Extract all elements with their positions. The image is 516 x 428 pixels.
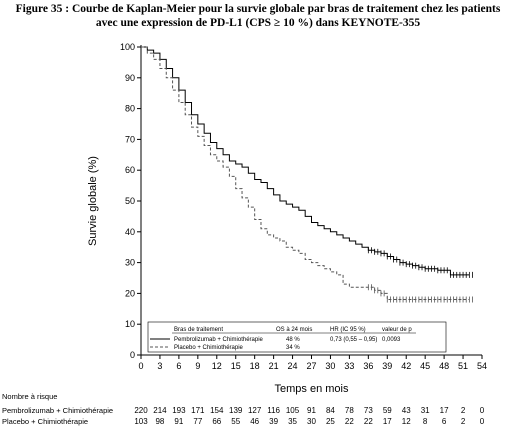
legend-box <box>147 321 447 353</box>
legend-header: HR (IC 95 %) <box>330 327 366 333</box>
legend-cell: Placebo + Chimiothérapie <box>174 345 244 351</box>
legend-cell: Pembrolizumab + Chimiothérapie <box>174 337 264 343</box>
y-tick-label: 30 <box>125 258 135 268</box>
legend-cell: 0,73 (0,55 – 0,95) <box>330 337 377 343</box>
risk-table-title: Nombre à risque <box>2 392 58 401</box>
x-tick-label: 6 <box>176 361 181 371</box>
risk-count: 17 <box>382 417 392 426</box>
x-tick-label: 15 <box>231 361 241 371</box>
legend-cell: 48 % <box>286 337 300 343</box>
risk-count: 73 <box>363 406 373 415</box>
x-tick-label: 18 <box>250 361 260 371</box>
risk-row-label: Pembrolizumab + Chimiothérapie <box>2 406 114 415</box>
risk-count: 84 <box>325 406 335 415</box>
risk-count: 154 <box>210 406 224 415</box>
legend-header: valeur de p <box>382 327 412 333</box>
risk-count: 25 <box>325 417 335 426</box>
risk-count: 2 <box>460 406 466 415</box>
risk-count: 35 <box>288 417 297 426</box>
y-tick-label: 0 <box>130 350 135 360</box>
y-tick-label: 10 <box>125 319 135 329</box>
risk-count: 12 <box>401 417 411 426</box>
km-curve-placebo <box>141 46 470 301</box>
x-tick-label: 12 <box>212 361 222 371</box>
y-tick-label: 100 <box>120 42 135 52</box>
risk-count: 39 <box>269 417 279 426</box>
risk-count: 55 <box>231 417 241 426</box>
figure-title: Figure 35 : Courbe de Kaplan-Meier pour … <box>0 2 516 30</box>
risk-count: 193 <box>172 406 186 415</box>
legend-header: Bras de traitement <box>174 327 223 333</box>
risk-count: 17 <box>439 406 449 415</box>
x-tick-label: 54 <box>477 361 487 371</box>
x-tick-label: 33 <box>344 361 354 371</box>
risk-count: 43 <box>401 406 411 415</box>
risk-count: 22 <box>363 417 373 426</box>
km-curve-pembrolizumab <box>141 46 470 276</box>
x-tick-label: 30 <box>325 361 335 371</box>
risk-row-label: Placebo + Chimiothérapie <box>2 417 89 426</box>
risk-count: 105 <box>285 406 300 415</box>
risk-count: 46 <box>250 417 260 426</box>
x-tick-label: 45 <box>420 361 430 371</box>
figure-title-line2: avec une expression de PD-L1 (CPS ≥ 10 %… <box>95 17 421 29</box>
y-tick-label: 60 <box>125 165 135 175</box>
y-tick-label: 70 <box>125 134 135 144</box>
x-tick-label: 0 <box>138 361 143 371</box>
risk-count: 2 <box>460 417 466 426</box>
risk-count: 6 <box>441 417 447 426</box>
risk-count: 91 <box>307 406 316 415</box>
risk-count: 78 <box>344 406 354 415</box>
risk-count: 59 <box>382 406 392 415</box>
legend-cell: 34 % <box>286 345 300 351</box>
y-tick-label: 20 <box>125 288 135 298</box>
x-axis-label: Temps en mois <box>275 383 349 395</box>
risk-count: 103 <box>134 417 148 426</box>
x-tick-label: 42 <box>401 361 411 371</box>
x-tick-label: 21 <box>269 361 279 371</box>
risk-count: 66 <box>212 417 222 426</box>
risk-count: 139 <box>229 406 243 415</box>
risk-count: 214 <box>153 406 167 415</box>
risk-count: 31 <box>420 406 430 415</box>
y-tick-label: 80 <box>125 104 135 114</box>
y-tick-label: 40 <box>125 227 135 237</box>
y-tick-label: 50 <box>125 196 135 206</box>
x-tick-label: 27 <box>306 361 316 371</box>
risk-count: 220 <box>134 406 148 415</box>
x-tick-label: 39 <box>382 361 392 371</box>
risk-count: 91 <box>174 417 184 426</box>
legend-cell: 0,0093 <box>382 337 401 343</box>
risk-count: 8 <box>422 417 428 426</box>
figure-title-line1: Figure 35 : Courbe de Kaplan-Meier pour … <box>15 3 501 15</box>
x-tick-label: 36 <box>363 361 373 371</box>
x-tick-label: 48 <box>439 361 449 371</box>
risk-count: 0 <box>479 417 485 426</box>
x-tick-label: 24 <box>288 361 298 371</box>
y-tick-label: 90 <box>125 73 135 83</box>
x-tick-label: 3 <box>157 361 162 371</box>
risk-count: 116 <box>267 406 280 415</box>
risk-count: 171 <box>191 406 205 415</box>
legend-header: OS à 24 mois <box>276 327 312 333</box>
y-axis-label: Survie globale (%) <box>87 156 99 246</box>
risk-count: 22 <box>344 417 354 426</box>
risk-count: 77 <box>193 417 203 426</box>
risk-count: 127 <box>247 406 262 415</box>
risk-count: 30 <box>307 417 316 426</box>
x-tick-label: 9 <box>195 361 200 371</box>
risk-count: 0 <box>479 406 485 415</box>
x-tick-label: 51 <box>458 361 468 371</box>
risk-count: 98 <box>155 417 165 426</box>
